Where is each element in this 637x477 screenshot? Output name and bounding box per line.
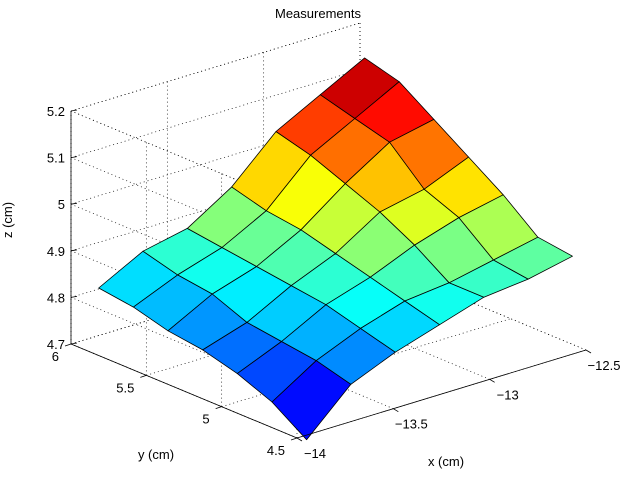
z-tick-label: 4.9 (47, 244, 65, 259)
z-tick-label: 5 (58, 197, 65, 212)
z-tick (70, 296, 78, 298)
y-tick-label: 6 (52, 349, 59, 364)
y-tick-label: 4.5 (267, 443, 285, 458)
y-axis-line (70, 343, 298, 439)
x-axis-label: x (cm) (428, 454, 464, 469)
z-axis-label: z (cm) (0, 202, 15, 238)
y-tick (290, 437, 298, 441)
z-tick (70, 202, 78, 205)
x-tick-label: −13.5 (395, 417, 428, 432)
y-tick-label: 5 (202, 412, 209, 427)
x-tick (585, 349, 592, 354)
z-tick-label: 4.7 (47, 337, 65, 352)
z-tick (70, 249, 78, 252)
z-tick-label: 5.1 (47, 151, 65, 166)
surface-patch (493, 236, 573, 280)
x-tick-label: −14 (304, 446, 326, 461)
y-axis-label: y (cm) (138, 447, 174, 462)
surface-layer (98, 57, 573, 441)
floor-grid-x (359, 255, 587, 351)
floor-grid-x (263, 285, 490, 380)
x-axis-line (296, 349, 587, 439)
z-tick (70, 156, 78, 158)
y-tick-label: 5.5 (116, 380, 134, 395)
x-tick-label: −13 (497, 387, 519, 402)
z-tick (70, 342, 78, 345)
z-tick-label: 4.8 (47, 290, 65, 305)
x-tick-label: −12.5 (588, 358, 621, 373)
chart-title: Measurements (275, 6, 361, 21)
axis-layer: −14 −13.5 −13 −12.5 4.5 5 5.5 64.7 4.8 4.9 5 5.1 5.2 (47, 104, 621, 461)
x-tick (393, 408, 399, 413)
z-tick (70, 109, 78, 112)
y-tick (215, 406, 222, 410)
x-tick (296, 437, 303, 442)
y-tick (64, 343, 72, 347)
z-tick-label: 5.2 (47, 104, 65, 119)
y-tick (140, 374, 147, 378)
floor-grid-x (167, 314, 394, 409)
x-tick (489, 378, 495, 383)
